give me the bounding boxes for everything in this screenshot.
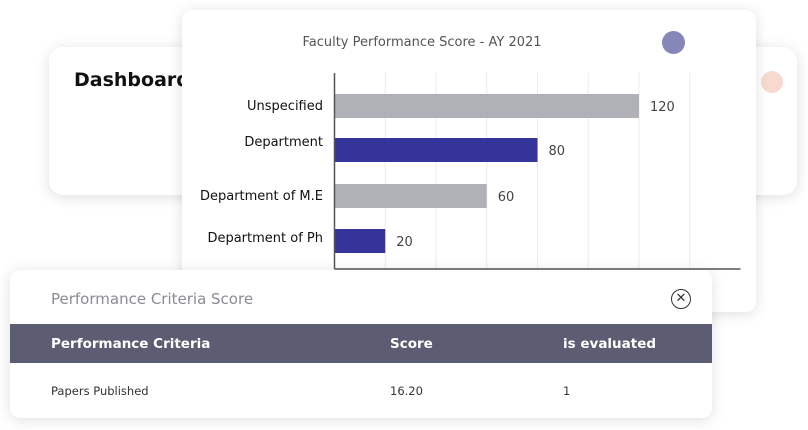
close-circle-icon[interactable]: ✕ xyxy=(671,289,691,309)
panel-title: Performance Criteria Score xyxy=(51,290,254,308)
chart-title: Faculty Performance Score - AY 2021 xyxy=(302,35,542,50)
table-row[interactable]: Papers Published 16.20 1 xyxy=(10,363,712,418)
chart-card: Faculty Performance Score - AY 2021 120 U… xyxy=(182,10,756,312)
bar xyxy=(334,229,386,253)
status-dot xyxy=(761,71,783,93)
legend-dot[interactable] xyxy=(662,31,685,54)
data-label: 80 xyxy=(549,144,566,159)
table-header: Performance Criteria Score is evaluated xyxy=(10,324,712,363)
table-cell: 16.20 xyxy=(390,384,423,398)
category-label: Department of Ph xyxy=(207,231,323,246)
bar-chart: 120 Unspecified 80 Department 60 Department o… xyxy=(200,73,741,270)
data-label: 20 xyxy=(396,235,413,250)
data-label: 60 xyxy=(498,190,515,205)
column-header[interactable]: Score xyxy=(390,336,433,352)
table-cell: 1 xyxy=(563,384,571,398)
bar xyxy=(334,184,487,208)
column-header[interactable]: Performance Criteria xyxy=(51,336,211,352)
category-label: Department xyxy=(244,135,323,150)
dashboard-title: Dashboard xyxy=(74,69,190,91)
category-label: Unspecified xyxy=(247,99,323,114)
data-label: 120 xyxy=(650,100,675,115)
bar xyxy=(334,138,538,162)
column-header[interactable]: is evaluated xyxy=(563,336,657,352)
bar xyxy=(334,94,639,118)
table-cell: Papers Published xyxy=(51,384,149,398)
category-label: Department of M.E xyxy=(200,189,323,204)
criteria-score-panel: Performance Criteria Score ✕ Performance… xyxy=(10,270,712,418)
